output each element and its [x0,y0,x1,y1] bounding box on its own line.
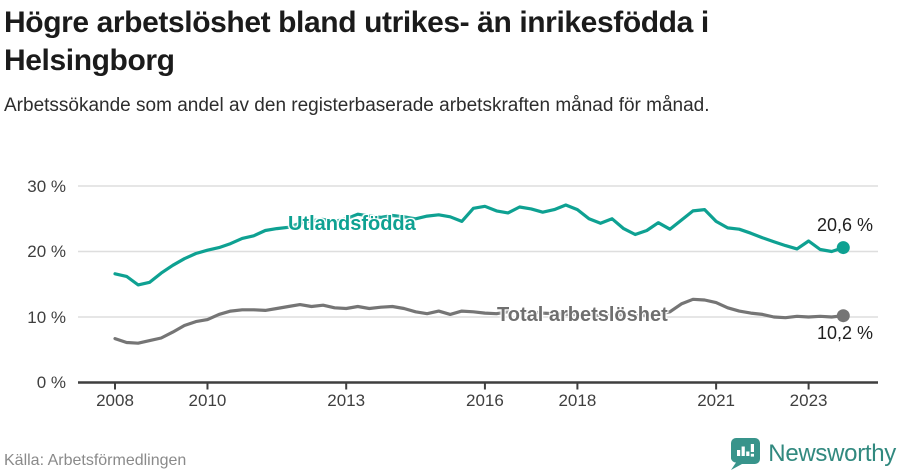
x-tick-label-2010: 2010 [188,391,227,410]
x-tick-label-2023: 2023 [789,391,828,410]
end-value-label-total: 10,2 % [816,323,873,343]
x-tick-label-2008: 2008 [96,391,134,410]
end-value-label-utlandsfodda: 20,6 % [816,215,873,235]
chart-title-line1: Högre arbetslöshet bland utrikes- än inr… [4,6,709,39]
y-tick-label-10: 10 % [27,307,66,327]
chart-title-line2: Helsingborg [4,44,175,77]
y-tick-label-20: 20 % [27,242,66,261]
logo-bubble-shape [731,438,761,470]
chart-subtitle: Arbetssökande som andel av den registerb… [4,95,710,116]
y-tick-label-0: 0 % [36,373,66,392]
series-line-1 [113,297,845,345]
chart-title: Högre arbetslöshet bland utrikes- än inr… [4,4,864,80]
x-tick-label-2016: 2016 [465,391,504,410]
series-end-dot-0 [836,241,850,255]
x-tick-label-2013: 2013 [327,391,366,410]
x-tick-label-2021: 2021 [697,391,736,410]
series-line-0 [113,203,845,287]
series-label-total-arbetsloshet: Total arbetslöshet [497,304,668,326]
newsworthy-brand-name: Newsworthy [768,439,896,467]
series-label-utlandsfodda: Utlandsfödda [288,213,416,235]
y-tick-label-30: 30 % [27,176,66,196]
source-note: Källa: Arbetsförmedlingen [4,452,187,469]
newsworthy-logo-icon [731,438,761,470]
newsworthy-brand: Newsworthy [730,437,896,470]
series-end-dot-1 [836,309,850,323]
x-tick-label-2018: 2018 [558,391,597,410]
